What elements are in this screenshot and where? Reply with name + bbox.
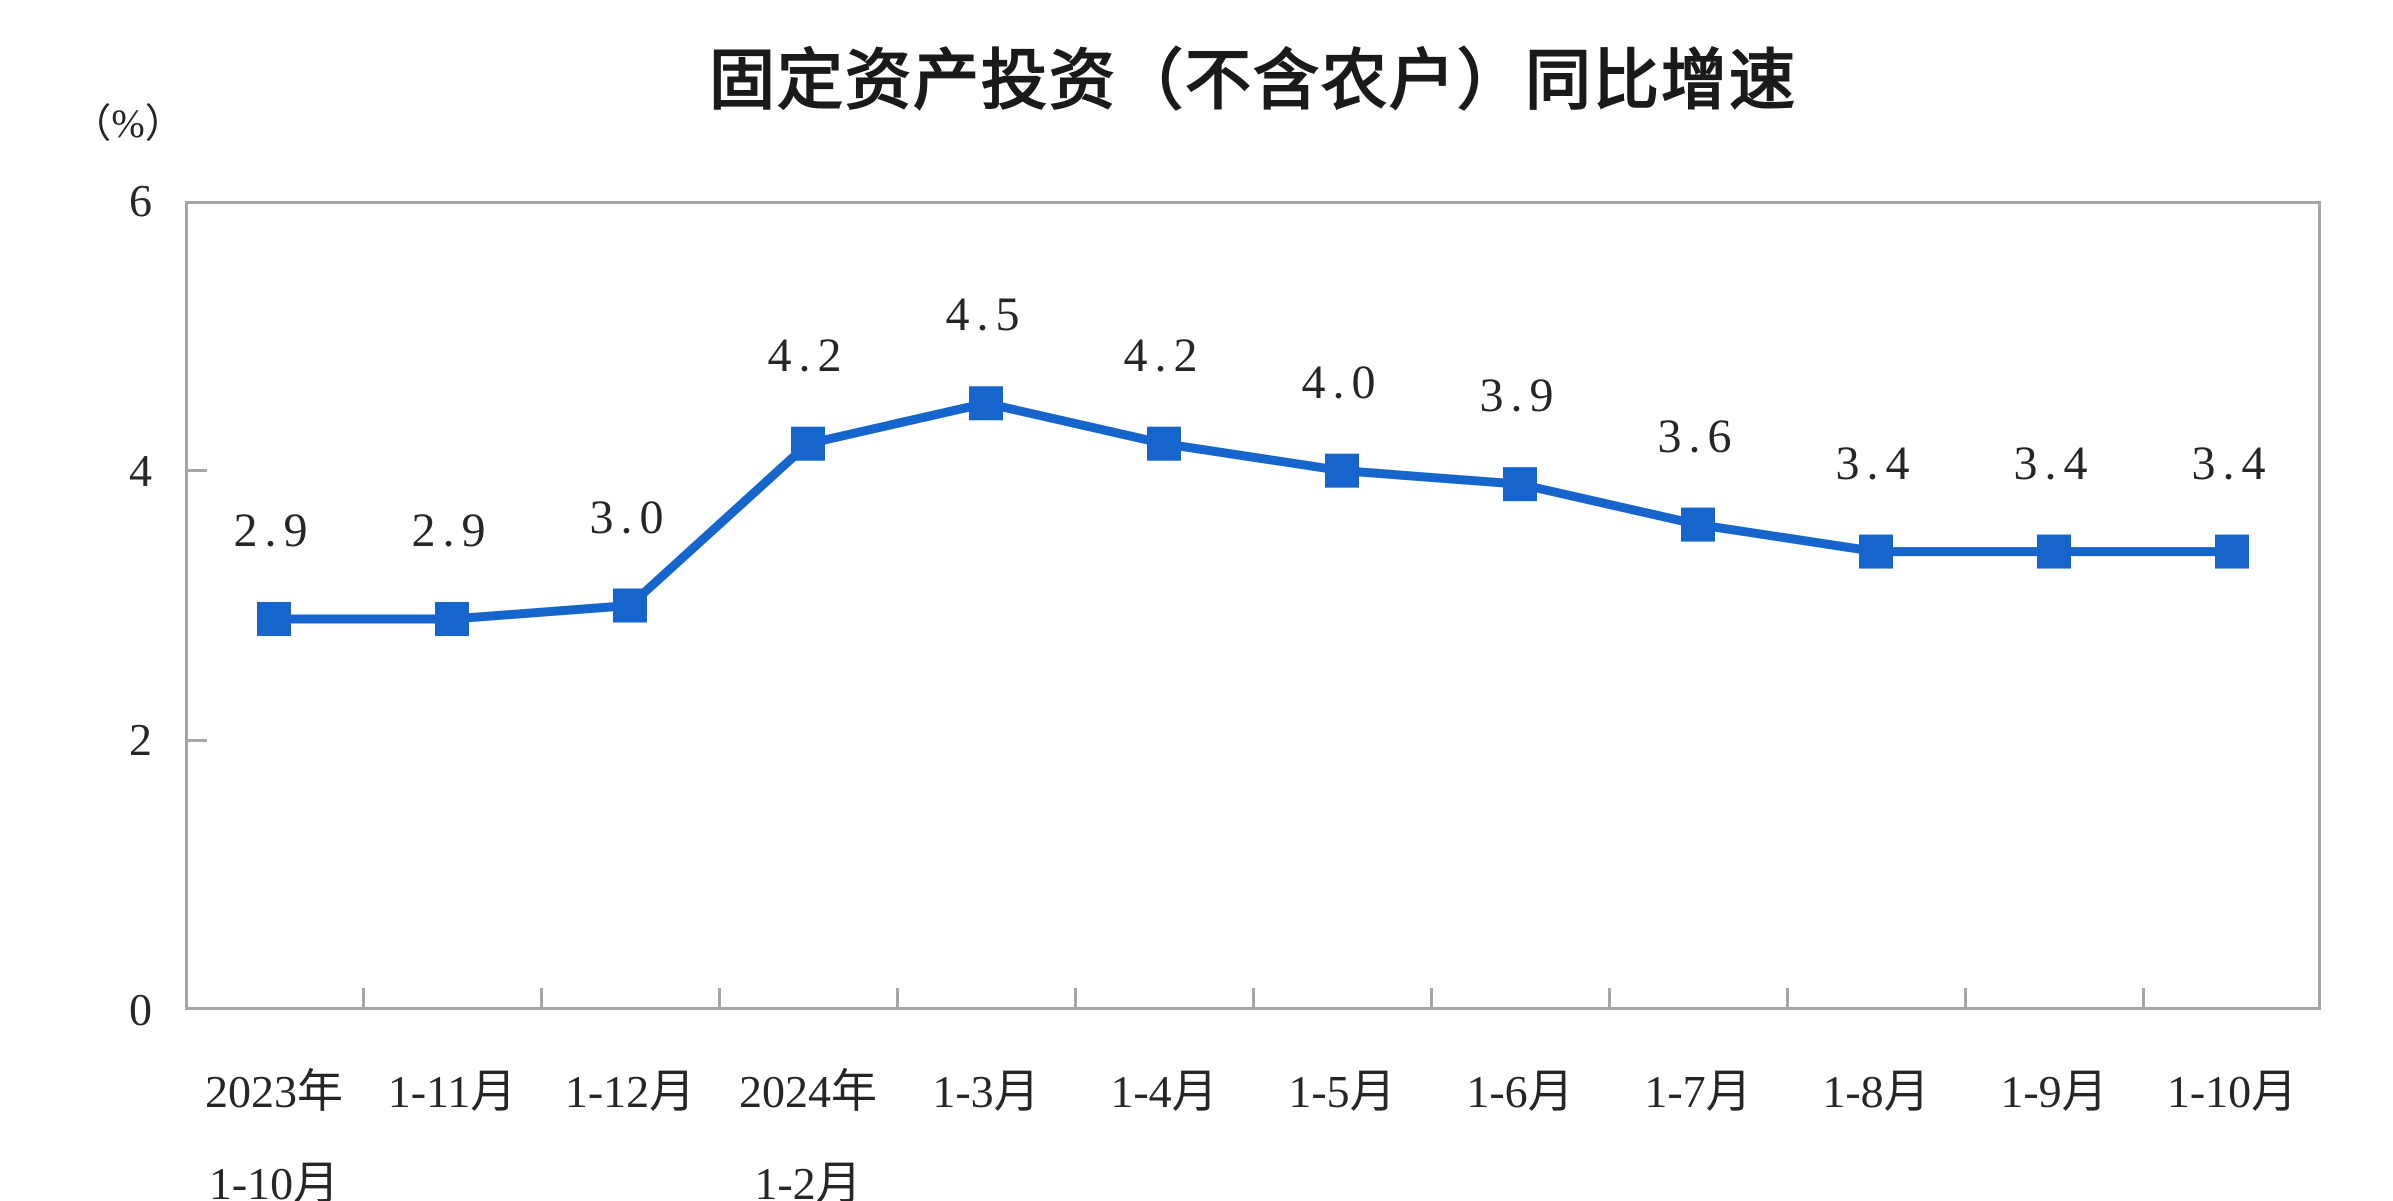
data-point-label: 4.2 — [767, 328, 849, 382]
data-point-label: 3.9 — [1479, 369, 1561, 423]
data-point-label: 3.0 — [589, 490, 671, 544]
data-point-marker — [969, 386, 1003, 421]
data-point-label: 2.9 — [411, 503, 493, 557]
x-axis-tick-mark — [1785, 988, 1789, 1010]
y-axis-tick-mark — [185, 469, 207, 473]
data-point-marker — [1325, 453, 1359, 488]
x-axis-category-label: 1-3月 — [932, 1066, 1040, 1117]
data-point-marker — [1147, 426, 1181, 461]
x-axis-category-label: 2024年 1-2月 — [739, 1066, 877, 1201]
x-axis-category-label: 1-10月 — [2166, 1066, 2298, 1117]
data-point-marker — [1681, 507, 1715, 542]
x-axis-category-label: 1-12月 — [564, 1066, 696, 1117]
data-point-marker — [791, 426, 825, 461]
x-axis-category-label: 1-4月 — [1110, 1066, 1218, 1117]
x-axis-category-label: 1-9月 — [2000, 1066, 2108, 1117]
x-axis-tick-mark — [1073, 988, 1077, 1010]
plot-area — [185, 201, 2321, 1010]
x-axis-category-label: 1-11月 — [387, 1066, 517, 1117]
x-axis-tick-mark — [2141, 988, 2145, 1010]
data-point-marker — [257, 601, 291, 636]
chart-title: 固定资产投资（不含农户）同比增速 — [709, 43, 1797, 117]
y-axis-tick-label: 4 — [129, 444, 152, 496]
data-point-marker — [613, 588, 647, 623]
x-axis-category-label: 1-5月 — [1288, 1066, 1396, 1117]
y-axis-tick-label: 2 — [129, 714, 152, 766]
x-axis-category-label: 1-7月 — [1644, 1066, 1752, 1117]
data-point-marker — [2037, 534, 2071, 569]
y-axis-tick-mark — [185, 738, 207, 742]
data-point-label: 3.4 — [2191, 436, 2273, 490]
y-axis-tick-label: 0 — [129, 984, 152, 1035]
data-point-marker — [2215, 534, 2249, 569]
data-point-label: 4.2 — [1123, 328, 1205, 382]
x-axis-category-label: 2023年 1-10月 — [205, 1066, 343, 1201]
data-point-label: 4.5 — [945, 288, 1027, 342]
y-axis-tick-label: 6 — [129, 175, 152, 226]
x-axis-category-label: 1-8月 — [1822, 1066, 1930, 1117]
x-axis-tick-mark — [1251, 988, 1255, 1010]
data-series-line — [274, 398, 2232, 624]
x-axis-tick-mark — [895, 988, 899, 1010]
data-point-label: 4.0 — [1301, 355, 1383, 409]
data-point-label: 3.4 — [1835, 436, 1917, 490]
data-point-label: 3.4 — [2013, 436, 2095, 490]
x-axis-tick-mark — [717, 988, 721, 1010]
x-axis-category-label: 1-6月 — [1466, 1066, 1574, 1117]
data-point-marker — [1859, 534, 1893, 569]
x-axis-tick-mark — [1429, 988, 1433, 1010]
data-point-marker — [435, 601, 469, 636]
data-point-marker — [1503, 467, 1537, 502]
x-axis-tick-mark — [1607, 988, 1611, 1010]
data-point-label: 3.6 — [1657, 409, 1739, 463]
y-axis-unit-label: （%） — [71, 101, 185, 146]
data-point-label: 2.9 — [233, 503, 315, 557]
x-axis-tick-mark — [539, 988, 543, 1010]
x-axis-tick-mark — [361, 988, 365, 1010]
x-axis-tick-mark — [1963, 988, 1967, 1010]
